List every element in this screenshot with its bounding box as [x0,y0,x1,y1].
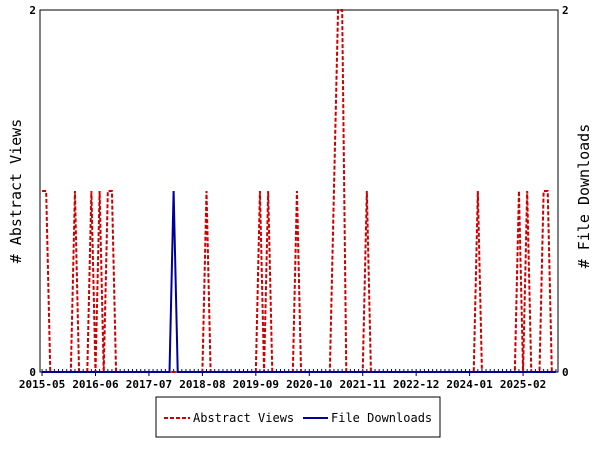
y-left-tick-label: 0 [29,366,36,379]
x-tick-label: 2021-11 [340,378,387,391]
x-tick-label: 2015-05 [19,378,65,391]
x-tick-label: 2017-07 [126,378,172,391]
legend-box [155,396,441,438]
legend-label-abstract-views: Abstract Views [193,411,294,425]
y-axis-right-title: # File Downloads [575,124,593,269]
x-axis-tick-labels: 2015-05 2016-06 2017-07 2018-08 2019-09 2020-… [19,372,546,391]
x-tick-label: 2018-08 [179,378,225,391]
x-tick-label: 2022-12 [393,378,439,391]
y-axis-left-title: # Abstract Views [7,119,25,264]
series-layer [42,9,556,373]
legend-label-file-downloads: File Downloads [331,411,432,425]
x-tick-label: 2020-10 [286,378,332,391]
y-right-tick-label: 2 [562,4,569,17]
y-axis-tick-labels: 0 0 2 2 [29,4,568,379]
x-tick-label: 2024-01 [446,378,493,391]
x-tick-label: 2025-02 [500,378,546,391]
x-tick-label: 2016-06 [72,378,119,391]
x-tick-label: 2019-09 [233,378,279,391]
legend: Abstract Views File Downloads [155,396,441,438]
y-left-tick-label: 2 [29,4,36,17]
series-line-file-downloads [42,190,556,373]
y-right-tick-label: 0 [562,366,569,379]
